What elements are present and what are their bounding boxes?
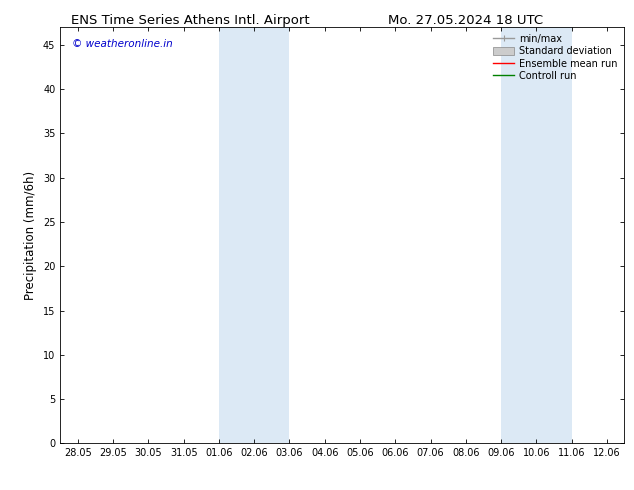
Bar [219, 27, 290, 443]
Y-axis label: Precipitation (mm/6h): Precipitation (mm/6h) [24, 171, 37, 300]
Legend: min/max, Standard deviation, Ensemble mean run, Controll run: min/max, Standard deviation, Ensemble me… [491, 32, 619, 83]
Bar [501, 27, 572, 443]
Text: ENS Time Series Athens Intl. Airport: ENS Time Series Athens Intl. Airport [71, 14, 309, 27]
Text: Mo. 27.05.2024 18 UTC: Mo. 27.05.2024 18 UTC [389, 14, 543, 27]
Text: © weatheronline.in: © weatheronline.in [72, 40, 172, 49]
